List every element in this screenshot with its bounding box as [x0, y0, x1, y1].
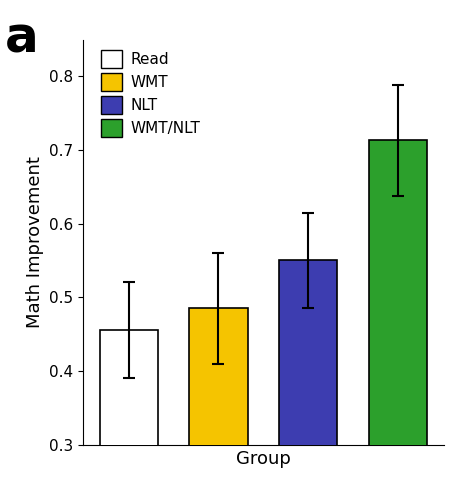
Y-axis label: Math Improvement: Math Improvement: [25, 156, 43, 328]
Legend: Read, WMT, NLT, WMT/NLT: Read, WMT, NLT, WMT/NLT: [98, 47, 203, 140]
Text: a: a: [5, 15, 38, 63]
Bar: [279, 260, 337, 494]
X-axis label: Group: Group: [236, 450, 291, 468]
Bar: [369, 140, 427, 494]
Bar: [99, 329, 158, 494]
Bar: [189, 308, 248, 494]
